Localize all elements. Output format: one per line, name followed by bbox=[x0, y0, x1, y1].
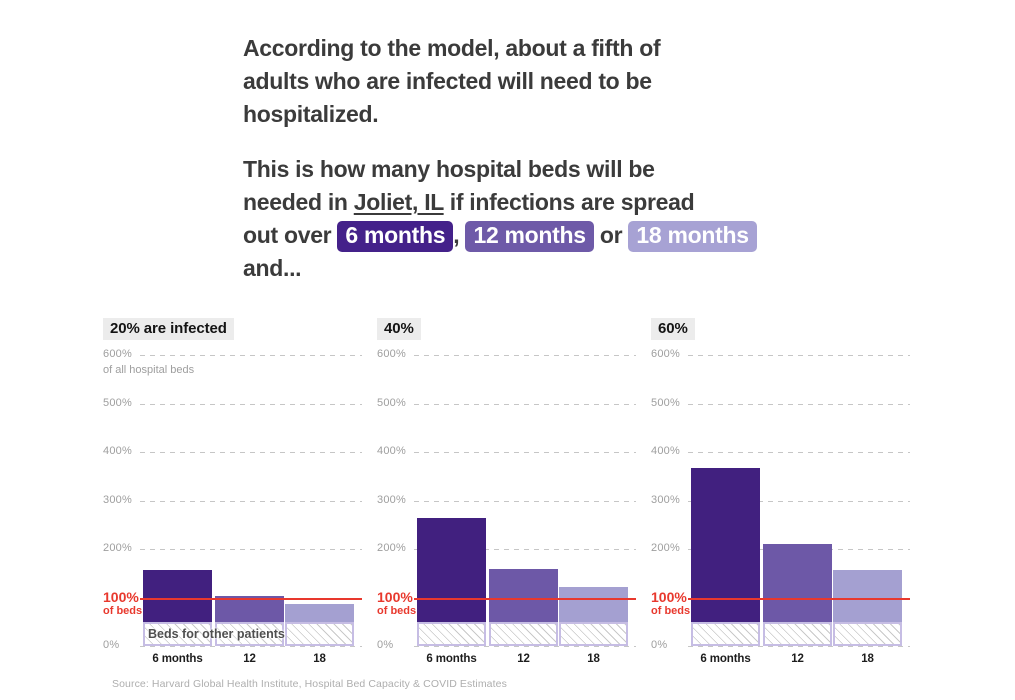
gridline-400 bbox=[688, 452, 910, 453]
intro-section: According to the model, about a fifth of… bbox=[243, 32, 803, 285]
gridline-0 bbox=[688, 646, 910, 647]
gridline-0 bbox=[414, 646, 636, 647]
y-axis-label-400: 400% bbox=[103, 445, 132, 457]
y-axis-label-200: 200% bbox=[103, 542, 132, 554]
chart-title-badge: 40% bbox=[377, 318, 421, 340]
para2-text-before: This is how many hospital beds will be n… bbox=[243, 156, 655, 215]
hatch-other-patients-18 bbox=[285, 622, 354, 646]
x-axis-label-6-months: 6 months bbox=[700, 653, 751, 665]
capacity-label-sub: of beds bbox=[377, 605, 417, 617]
hatch-other-patients-6-months bbox=[691, 622, 760, 646]
para2-sep-1: , bbox=[453, 222, 466, 248]
x-axis-label-18: 18 bbox=[861, 653, 874, 665]
y-axis-label-300: 300% bbox=[103, 494, 132, 506]
chart-title-badge: 20% are infected bbox=[103, 318, 234, 340]
location-link[interactable]: Joliet, IL bbox=[353, 189, 444, 215]
chart-40-percent-infected: 40% 600% 500% 400% 300% 200% 0% 100% of beds 6 m… bbox=[377, 318, 639, 678]
capacity-label-sub: of beds bbox=[103, 605, 143, 617]
capacity-line bbox=[140, 598, 362, 600]
gridline-600 bbox=[688, 355, 910, 356]
highlight-18-months: 18 months bbox=[628, 221, 757, 252]
gridline-200 bbox=[414, 549, 636, 550]
hatch-other-patients-12 bbox=[215, 622, 284, 646]
hatch-other-patients-6-months bbox=[143, 622, 212, 646]
y-axis-sublabel: of all hospital beds bbox=[103, 364, 195, 376]
y-axis-label-0: 0% bbox=[651, 639, 668, 651]
y-axis-label-300: 300% bbox=[651, 494, 680, 506]
y-axis-label-600: 600% bbox=[103, 348, 132, 360]
gridline-500 bbox=[688, 404, 910, 405]
gridline-400 bbox=[140, 452, 362, 453]
y-axis-label-200: 200% bbox=[377, 542, 406, 554]
other-patients-legend: Beds for other patients bbox=[148, 627, 285, 641]
capacity-line bbox=[414, 598, 636, 600]
y-axis-label-200: 200% bbox=[651, 542, 680, 554]
intro-paragraph-1: According to the model, about a fifth of… bbox=[243, 35, 661, 127]
capacity-label: 100% bbox=[651, 589, 687, 605]
y-axis-label-500: 500% bbox=[651, 397, 680, 409]
x-axis-label-18: 18 bbox=[313, 653, 326, 665]
gridline-300 bbox=[414, 501, 636, 502]
gridline-500 bbox=[414, 404, 636, 405]
chart-title-text: 40% bbox=[384, 320, 414, 337]
gridline-600 bbox=[140, 355, 362, 356]
gridline-600 bbox=[414, 355, 636, 356]
para2-text-after: and... bbox=[243, 255, 302, 281]
chart-plot-area: 600% 500% 400% 300% 200% 0% 100% of beds 6 month… bbox=[651, 348, 913, 672]
chart-title-text: 20% are infected bbox=[110, 320, 227, 337]
capacity-label-sub: of beds bbox=[651, 605, 691, 617]
intro-paragraph-2: This is how many hospital beds will be n… bbox=[243, 153, 803, 285]
y-axis-label-600: 600% bbox=[377, 348, 406, 360]
y-axis-label-0: 0% bbox=[103, 639, 120, 651]
capacity-line bbox=[688, 598, 910, 600]
y-axis-label-600: 600% bbox=[651, 348, 680, 360]
chart-plot-area: 600% 500% 400% 300% 200% 0% of all hospital be… bbox=[103, 348, 365, 672]
y-axis-label-0: 0% bbox=[377, 639, 394, 651]
gridline-300 bbox=[140, 501, 362, 502]
hatch-other-patients-12 bbox=[489, 622, 558, 646]
x-axis-label-6-months: 6 months bbox=[152, 653, 203, 665]
chart-60-percent-infected: 60% 600% 500% 400% 300% 200% 0% 100% of beds 6 m… bbox=[651, 318, 913, 678]
x-axis-label-18: 18 bbox=[587, 653, 600, 665]
x-axis-label-6-months: 6 months bbox=[426, 653, 477, 665]
y-axis-label-400: 400% bbox=[377, 445, 406, 457]
capacity-label: 100% bbox=[103, 589, 139, 605]
chart-title-text: 60% bbox=[658, 320, 688, 337]
gridline-0 bbox=[140, 646, 362, 647]
y-axis-label-500: 500% bbox=[103, 397, 132, 409]
source-note: Source: Harvard Global Health Institute,… bbox=[112, 678, 507, 690]
hatch-other-patients-18 bbox=[833, 622, 902, 646]
hatch-other-patients-12 bbox=[763, 622, 832, 646]
highlight-6-months: 6 months bbox=[337, 221, 454, 252]
x-axis-label-12: 12 bbox=[791, 653, 804, 665]
highlight-12-months: 12 months bbox=[465, 221, 594, 252]
hatch-other-patients-6-months bbox=[417, 622, 486, 646]
gridline-300 bbox=[688, 501, 910, 502]
chart-20-percent-infected: 20% are infected 600% 500% 400% 300% 200% 0% o… bbox=[103, 318, 365, 678]
chart-plot-area: 600% 500% 400% 300% 200% 0% 100% of beds 6 month… bbox=[377, 348, 639, 672]
gridline-400 bbox=[414, 452, 636, 453]
y-axis-label-400: 400% bbox=[651, 445, 680, 457]
bar-6-months bbox=[691, 468, 760, 646]
para2-text-mid: if infections are spread out over bbox=[243, 189, 695, 248]
capacity-label: 100% bbox=[377, 589, 413, 605]
x-axis-label-12: 12 bbox=[243, 653, 256, 665]
gridline-200 bbox=[140, 549, 362, 550]
y-axis-label-300: 300% bbox=[377, 494, 406, 506]
hatch-other-patients-18 bbox=[559, 622, 628, 646]
gridline-500 bbox=[140, 404, 362, 405]
chart-title-badge: 60% bbox=[651, 318, 695, 340]
para2-sep-2: or bbox=[593, 222, 629, 248]
x-axis-label-12: 12 bbox=[517, 653, 530, 665]
y-axis-label-500: 500% bbox=[377, 397, 406, 409]
